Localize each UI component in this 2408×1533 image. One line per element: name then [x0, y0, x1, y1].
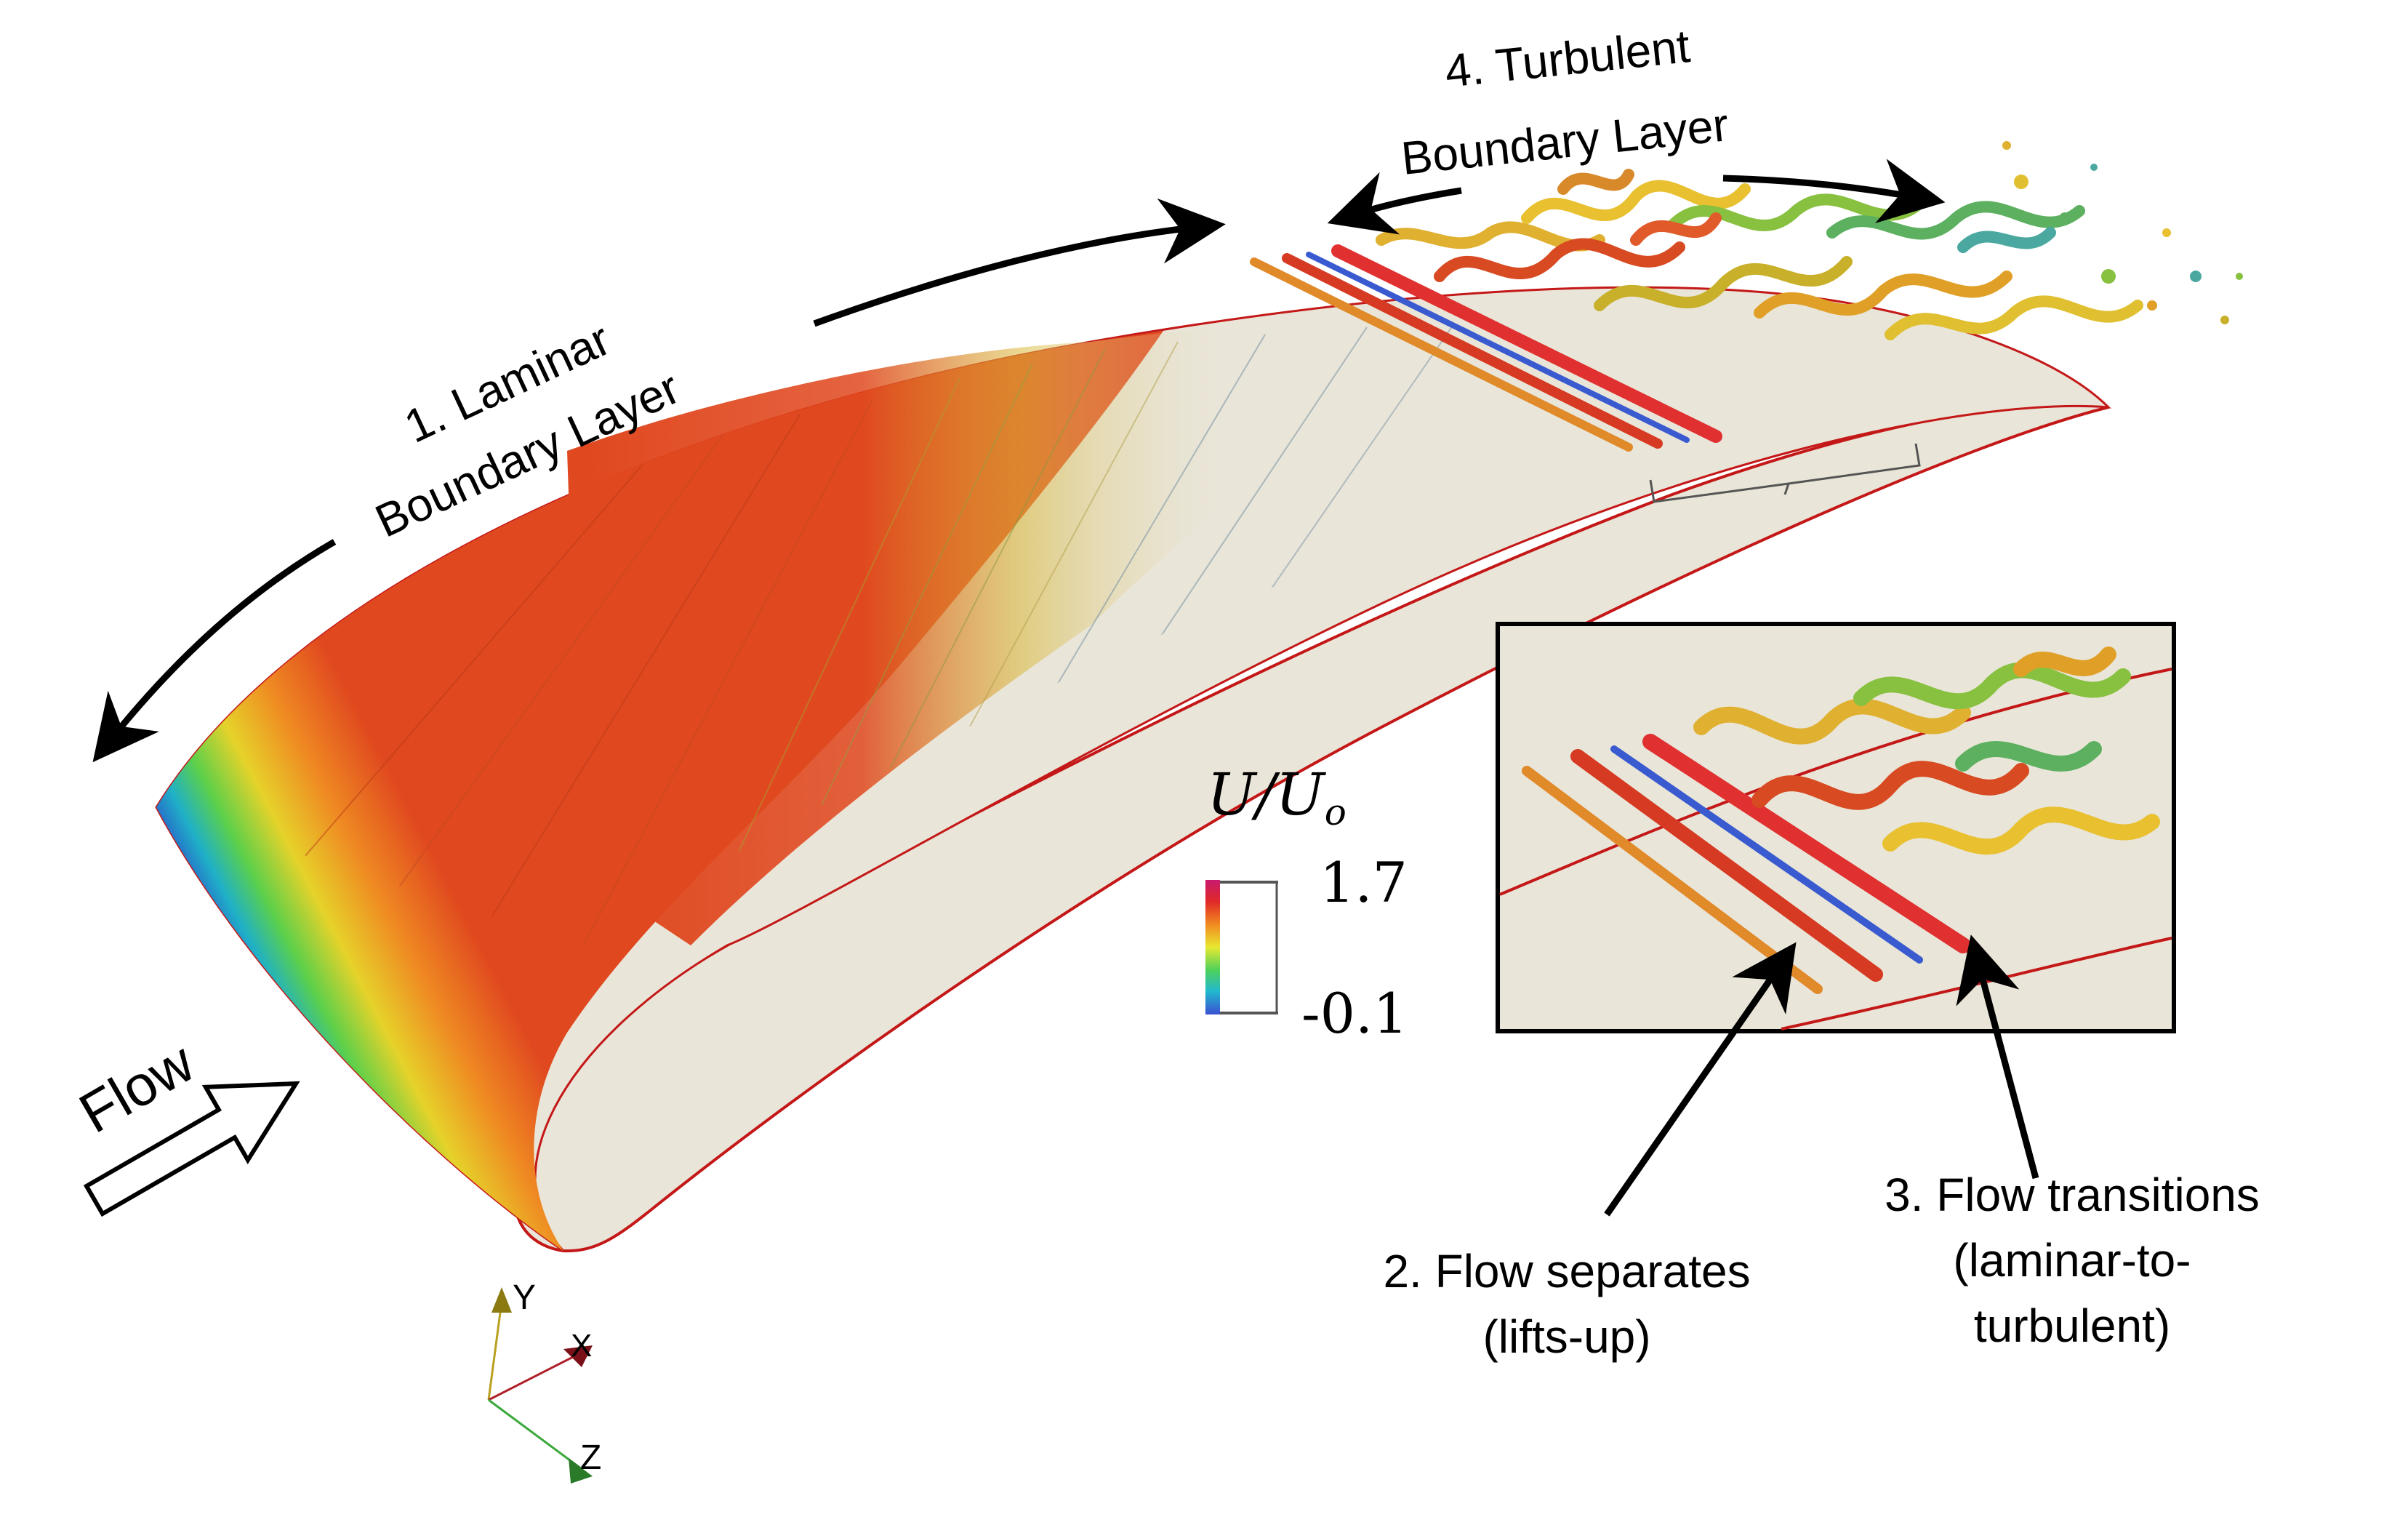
turbulent-arrow-right	[1722, 159, 1946, 224]
colorbar-title-sub: o	[1325, 791, 1347, 833]
laminar-arrows	[92, 198, 1226, 763]
turbulent-vortices	[1376, 169, 2143, 340]
colorbar-min-label: -0.1	[1301, 981, 1408, 1046]
z-axis-label: Z	[580, 1438, 601, 1477]
transition-bracket	[1649, 443, 1921, 503]
separation-rolls	[1250, 244, 1722, 452]
laminar-arrow-left	[92, 539, 337, 763]
separates-arrow	[1604, 942, 1797, 1217]
transitions-label-line1: 3. Flow transitions	[1885, 1169, 2260, 1221]
separates-label-line1: 2. Flow separates	[1383, 1245, 1750, 1297]
turbulent-label-line2: Boundary Layer	[1399, 98, 1731, 185]
transitions-label-line3: turbulent)	[1974, 1300, 2170, 1352]
transitions-arrow	[1956, 934, 2039, 1180]
colorbar-max-label: 1.7	[1320, 850, 1408, 915]
colorbar: U/Uo 1.7 -0.1	[1205, 761, 1408, 1046]
axes-triad: Y X Z	[487, 1278, 601, 1484]
separates-label-line2: (lifts-up)	[1482, 1310, 1650, 1363]
callout-arrows	[1604, 934, 2039, 1217]
turbulent-arrows	[1327, 159, 1946, 235]
x-axis-line	[488, 1355, 575, 1401]
z-axis-line	[488, 1398, 582, 1470]
colorbar-title-main: U/U	[1207, 761, 1326, 828]
colorbar-title: U/Uo	[1207, 761, 1347, 833]
z-axis-arrowhead	[569, 1458, 593, 1484]
y-axis-arrowhead	[491, 1287, 512, 1313]
turbulent-blobs	[2002, 141, 2243, 324]
transitions-label-line2: (laminar-to-	[1953, 1234, 2191, 1286]
zoom-inset	[1496, 622, 2176, 1033]
x-axis-arrowhead	[563, 1345, 593, 1367]
laminar-fade	[567, 309, 1425, 945]
flow-arrow-shape	[83, 1081, 300, 1217]
inset-vortices	[1693, 647, 2160, 855]
laminar-arrow-right	[813, 198, 1226, 327]
y-axis-label: Y	[513, 1278, 536, 1317]
airfoil	[155, 141, 2243, 1253]
y-axis-line	[487, 1301, 503, 1401]
flow-arrow	[83, 1081, 300, 1217]
turbulent-label-line1: 4. Turbulent	[1442, 20, 1693, 97]
x-axis-label: X	[571, 1328, 592, 1364]
turbulent-arrow-left	[1327, 172, 1462, 235]
colorbar-ramp	[1205, 880, 1220, 1014]
